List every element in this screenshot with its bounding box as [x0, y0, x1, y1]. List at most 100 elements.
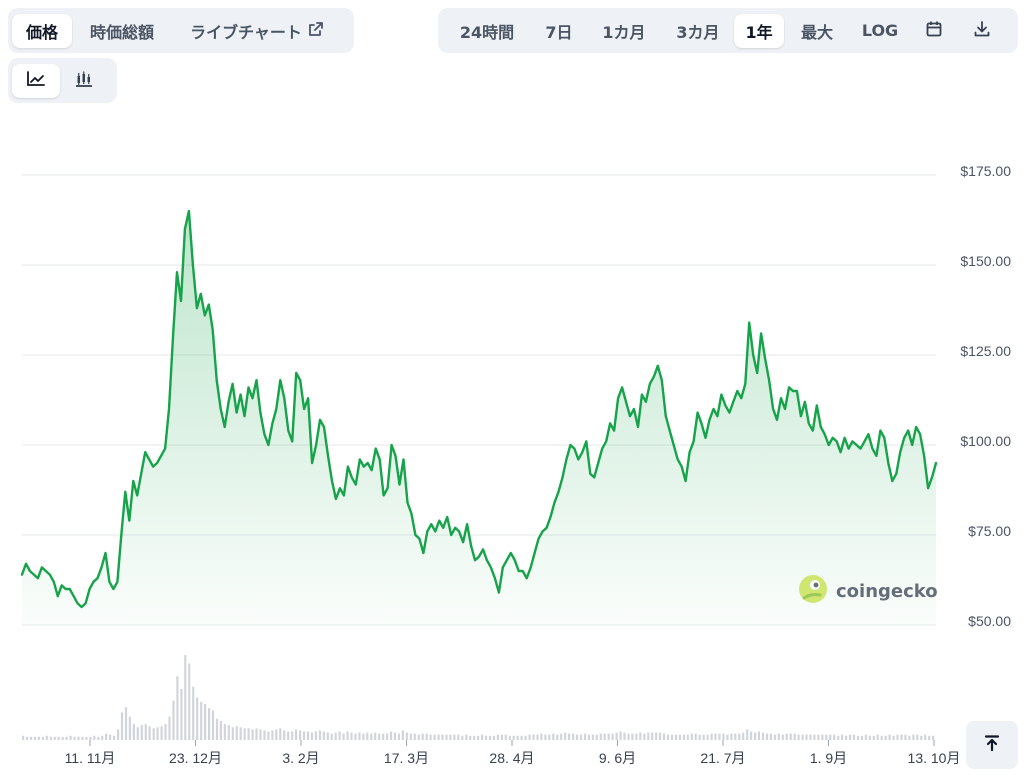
- volume-bar: [279, 728, 282, 740]
- volume-bar: [172, 700, 175, 740]
- line-chart-icon: [26, 70, 46, 91]
- volume-bar: [120, 712, 124, 740]
- volume-bar: [682, 734, 685, 740]
- volume-bar: [101, 735, 104, 741]
- volume-bar: [694, 733, 697, 740]
- volume-bar: [366, 732, 369, 740]
- candlestick-chart-button[interactable]: [60, 64, 108, 98]
- volume-bar: [283, 730, 286, 740]
- volume-bar: [239, 727, 242, 741]
- tab-24h[interactable]: 24時間: [459, 22, 515, 42]
- y-tick-label: $75.00: [968, 523, 1011, 539]
- coingecko-watermark: coingecko: [798, 574, 938, 608]
- volume-bar: [219, 720, 222, 740]
- volume-bar: [892, 735, 895, 741]
- volume-bar: [425, 733, 428, 740]
- volume-bar: [457, 734, 460, 740]
- volume-bar: [868, 735, 871, 741]
- tab-1y[interactable]: 1年: [734, 13, 784, 48]
- tab-max[interactable]: 最大: [800, 22, 833, 42]
- volume-bar: [797, 734, 800, 740]
- volume-bar: [386, 733, 389, 740]
- tab-market-cap[interactable]: 時価総額: [89, 22, 154, 42]
- volume-bar: [168, 716, 171, 740]
- volume-bar: [156, 727, 159, 741]
- volume-bar: [845, 735, 848, 741]
- volume-bar: [342, 733, 345, 740]
- volume-bar: [243, 728, 246, 740]
- calendar-icon: [925, 20, 943, 42]
- volume-bar: [718, 733, 721, 740]
- volume-bar: [615, 732, 618, 740]
- volume-bar: [109, 734, 112, 740]
- volume-bar: [849, 734, 852, 740]
- volume-bar: [876, 734, 879, 740]
- volume-bar: [255, 728, 258, 740]
- volume-bar: [663, 733, 666, 740]
- volume-bar: [750, 731, 753, 740]
- volume-bar: [318, 730, 321, 740]
- volume-bar: [421, 733, 424, 740]
- volume-bar: [603, 733, 606, 740]
- volume-bar: [346, 731, 349, 740]
- volume-bar: [928, 735, 931, 741]
- volume-bar: [437, 734, 440, 740]
- volume-bar: [81, 736, 84, 740]
- volume-bar: [686, 734, 689, 740]
- volume-bar: [338, 731, 341, 740]
- volume-bar: [49, 736, 52, 740]
- volume-bar: [572, 733, 575, 740]
- tab-1m[interactable]: 1カ月: [602, 22, 646, 42]
- volume-bar: [227, 725, 230, 740]
- volume-bar: [113, 735, 116, 741]
- volume-bar: [659, 732, 662, 740]
- volume-bar: [231, 727, 234, 741]
- volume-bar: [200, 701, 203, 741]
- volume-bar: [809, 734, 812, 740]
- line-chart-button[interactable]: [12, 63, 60, 98]
- tab-7d[interactable]: 7日: [545, 22, 573, 42]
- volume-bar: [793, 733, 796, 740]
- volume-bar: [742, 732, 745, 740]
- y-tick-label: $175.00: [960, 163, 1011, 179]
- volume-bar: [833, 734, 836, 740]
- volume-bar: [370, 733, 373, 740]
- volume-bar: [393, 732, 397, 740]
- volume-bar: [57, 736, 60, 740]
- volume-bar: [354, 733, 357, 740]
- volume-bar: [920, 735, 923, 741]
- volume-bar: [417, 734, 420, 740]
- coingecko-logo: [798, 574, 828, 608]
- volume-bar: [556, 734, 559, 740]
- volume-bar: [271, 730, 274, 740]
- volume-bar: [880, 735, 883, 741]
- volume-bar: [275, 729, 278, 740]
- download-button[interactable]: [958, 14, 1006, 48]
- tab-log[interactable]: LOG: [861, 21, 899, 40]
- volume-bar: [504, 734, 507, 740]
- x-tick-label: 11. 11月: [65, 750, 116, 766]
- volume-bar: [196, 697, 199, 740]
- volume-bar: [247, 728, 250, 740]
- calendar-button[interactable]: [910, 14, 958, 48]
- volume-bar: [310, 732, 313, 740]
- volume-bar: [473, 735, 476, 741]
- volume-bar: [500, 734, 503, 740]
- volume-bar: [777, 733, 780, 740]
- volume-bar: [647, 732, 650, 740]
- volume-bar: [801, 734, 804, 740]
- volume-bar: [37, 736, 40, 740]
- tab-price[interactable]: 価格: [12, 13, 72, 48]
- volume-bar: [397, 733, 401, 740]
- volume-bar: [540, 733, 543, 740]
- volume-bar: [481, 734, 484, 740]
- x-tick-label: 17. 3月: [384, 750, 429, 766]
- price-line: [20, 209, 938, 609]
- scroll-to-top-button[interactable]: [966, 721, 1018, 769]
- volume-bar: [180, 689, 183, 740]
- volume-bar: [77, 736, 80, 740]
- tab-3m[interactable]: 3カ月: [676, 22, 720, 42]
- volume-bar: [208, 708, 211, 740]
- tab-live-chart[interactable]: ライブチャート: [172, 14, 342, 48]
